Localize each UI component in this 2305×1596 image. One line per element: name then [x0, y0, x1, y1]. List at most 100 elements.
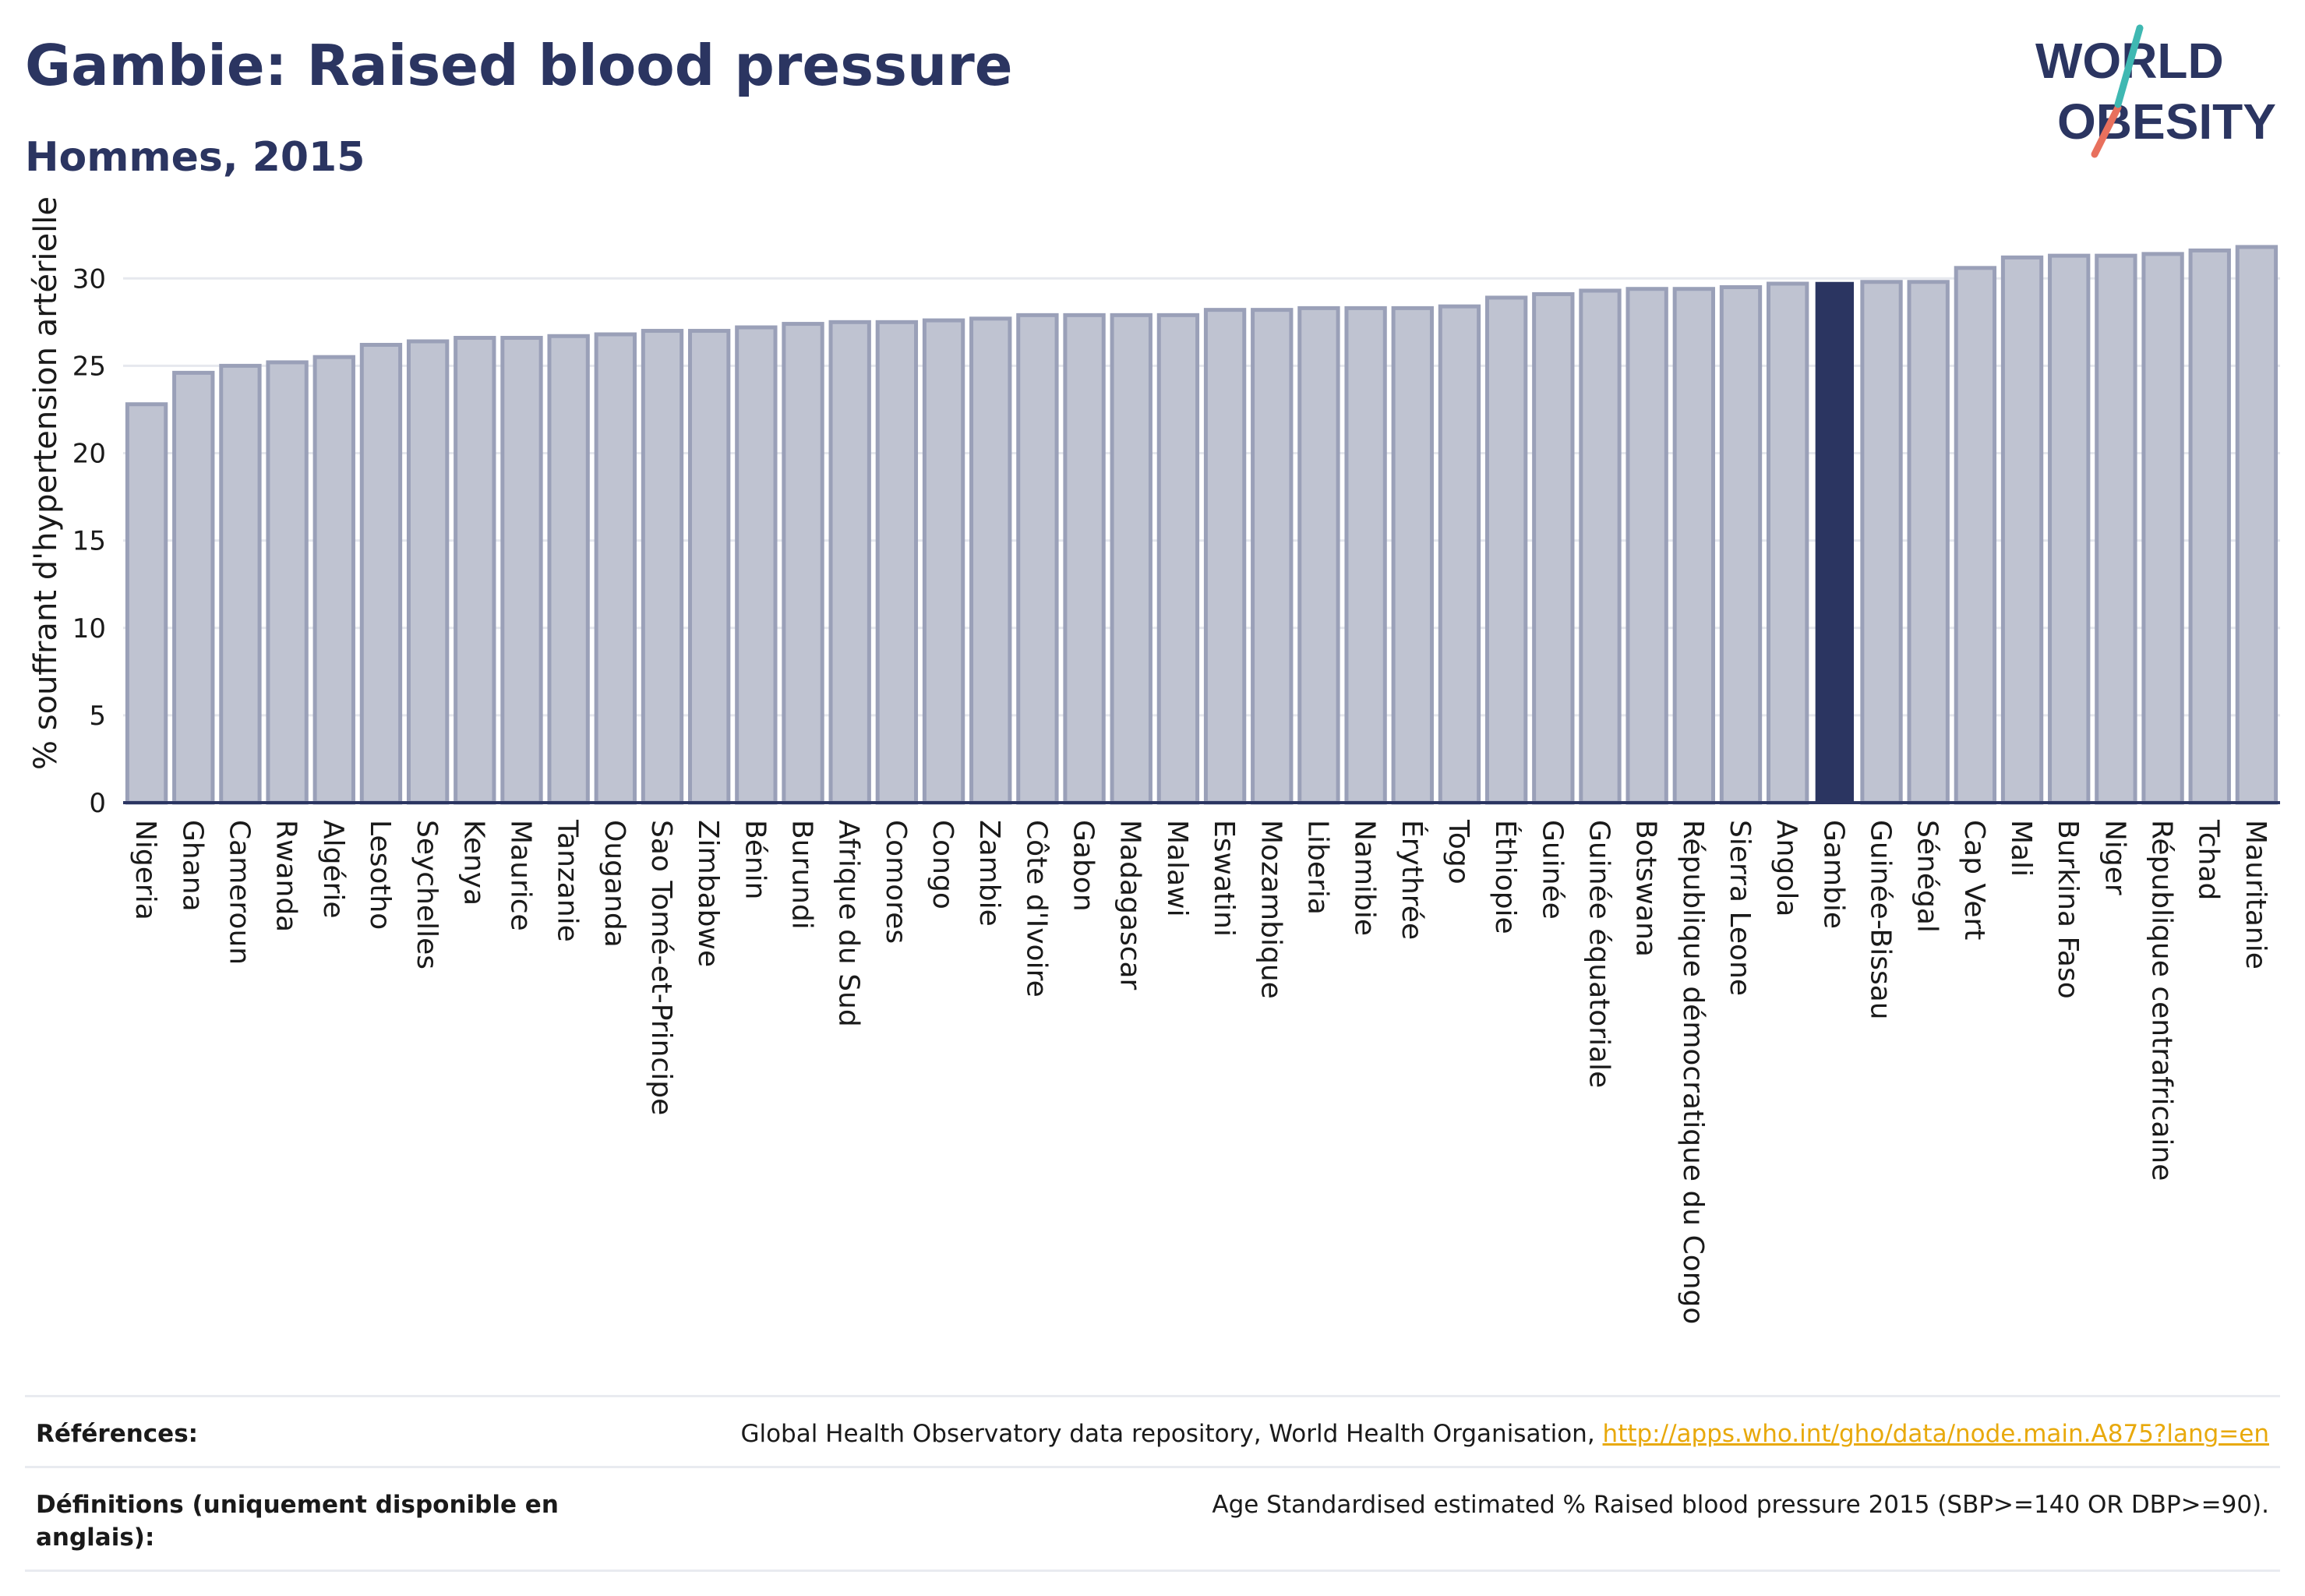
bar — [359, 342, 403, 805]
bar — [828, 320, 871, 805]
x-tick-label: Congo — [927, 820, 958, 909]
bar — [1063, 312, 1106, 805]
x-tick-label: Namibie — [1349, 820, 1381, 936]
references-link[interactable]: http://apps.who.int/gho/data/node.main.A… — [1602, 1420, 2269, 1448]
bar — [1767, 281, 1809, 805]
bar — [1626, 287, 1668, 805]
x-tick-label: Ouganda — [598, 820, 630, 948]
x-tick-label: Guinée équatoriale — [1583, 820, 1615, 1088]
bar — [172, 370, 215, 805]
bar — [1110, 312, 1152, 805]
x-tick-label: Sénégal — [1911, 820, 1943, 933]
y-axis-label: % souffrant d'hypertension artérielle — [28, 196, 64, 770]
x-tick-label: Zambie — [973, 820, 1005, 927]
x-tick-label: Cameroun — [223, 820, 255, 965]
x-tick-label: Gabon — [1068, 820, 1100, 912]
x-tick-label: Ghana — [176, 820, 208, 912]
logo-line2: OBESITY — [2057, 94, 2276, 150]
bar — [969, 316, 1012, 805]
bar — [1016, 312, 1059, 805]
page-subtitle: Hommes, 2015 — [25, 134, 365, 181]
bar — [641, 329, 684, 805]
x-tick-label: Burkina Faso — [2052, 820, 2084, 999]
bar — [1484, 295, 1528, 805]
bar — [1438, 304, 1481, 805]
x-tick-label: Maurice — [504, 820, 536, 931]
x-tick-label: République démocratique du Congo — [1677, 820, 1709, 1324]
x-tick-label: Tchad — [2193, 819, 2225, 900]
bar — [1719, 284, 1763, 805]
x-tick-label: Afrique du Sud — [833, 820, 865, 1027]
references-table: Références: Global Health Observatory da… — [25, 1395, 2280, 1572]
bar — [1251, 308, 1294, 805]
x-tick-label: Tanzanie — [552, 819, 584, 942]
x-tick-label: Rwanda — [270, 820, 302, 932]
y-tick-label: 15 — [72, 526, 106, 557]
bar-highlight — [1815, 281, 1855, 803]
bar — [922, 318, 965, 805]
y-tick-label: 30 — [72, 263, 106, 295]
bar — [1672, 287, 1715, 805]
x-tick-label: Zimbabwe — [692, 820, 724, 967]
x-tick-label: Comores — [880, 820, 912, 944]
bar — [312, 355, 355, 805]
x-tick-label: Togo — [1442, 819, 1474, 885]
bar — [2095, 253, 2137, 805]
bar — [2141, 252, 2184, 805]
x-tick-label: Kenya — [457, 820, 489, 906]
bar — [688, 329, 731, 805]
bar — [782, 322, 824, 805]
definitions-value: Age Standardised estimated % Raised bloo… — [1212, 1491, 2269, 1519]
bar — [500, 336, 543, 805]
y-tick-label: 20 — [72, 439, 106, 470]
x-tick-label: Sierra Leone — [1724, 820, 1756, 996]
bar — [1579, 288, 1622, 805]
bar — [2235, 245, 2279, 805]
x-tick-label: Algérie — [317, 820, 349, 919]
x-tick-label: Éthiopie — [1489, 820, 1522, 934]
bar — [875, 320, 919, 805]
definitions-row: Définitions (uniquement disponible en an… — [25, 1466, 2280, 1572]
references-text: Global Health Observatory data repositor… — [740, 1420, 1603, 1448]
bar — [547, 334, 590, 805]
x-tick-label: Lesotho — [364, 820, 396, 930]
x-tick-label: Madagascar — [1114, 820, 1146, 990]
x-tick-label: Angola — [1770, 820, 1802, 916]
x-tick-label: Guinée-Bissau — [1865, 820, 1897, 1020]
page-title: Gambie: Raised blood pressure — [25, 33, 1013, 98]
x-tick-label: Gambie — [1817, 820, 1849, 929]
bar — [2000, 255, 2044, 805]
x-tick-label: Niger — [2099, 820, 2130, 895]
x-tick-label: Botswana — [1630, 820, 1662, 957]
bar — [735, 325, 778, 805]
bar-chart: 0 5 10 15 20 25 30% souffrant d'hypertension a… — [28, 196, 2280, 1324]
bar — [219, 363, 262, 805]
x-tick-label: Burundi — [786, 820, 818, 930]
references-label: Références: — [36, 1420, 199, 1448]
bar — [1203, 308, 1247, 805]
x-tick-label: Érythrée — [1396, 820, 1428, 940]
world-obesity-logo: WORLD OBESITY — [2035, 24, 2276, 158]
references-value: Global Health Observatory data repositor… — [740, 1418, 2269, 1450]
bar — [1391, 305, 1434, 805]
x-tick-label: Cap Vert — [1958, 820, 1990, 940]
x-tick-label: Côte d'Ivoire — [1020, 820, 1052, 998]
bar — [594, 332, 637, 805]
x-tick-label: Mozambique — [1255, 820, 1287, 999]
x-tick-label: Malawi — [1161, 820, 1193, 917]
bar — [1297, 305, 1340, 805]
bar — [1156, 312, 1200, 805]
x-tick-label: Seychelles — [411, 820, 443, 969]
bar — [2048, 253, 2091, 805]
x-tick-label: Eswatini — [1208, 820, 1240, 937]
bar — [1907, 280, 1950, 805]
x-tick-label: République centrafricaine — [2146, 820, 2178, 1181]
bar — [1954, 266, 1997, 805]
bar — [406, 339, 450, 805]
bar — [2188, 248, 2231, 805]
x-tick-label: Bénin — [739, 820, 771, 899]
y-tick-label: 5 — [89, 701, 106, 732]
references-row: Références: Global Health Observatory da… — [25, 1395, 2280, 1466]
bar — [1532, 291, 1575, 805]
bar — [454, 336, 496, 805]
